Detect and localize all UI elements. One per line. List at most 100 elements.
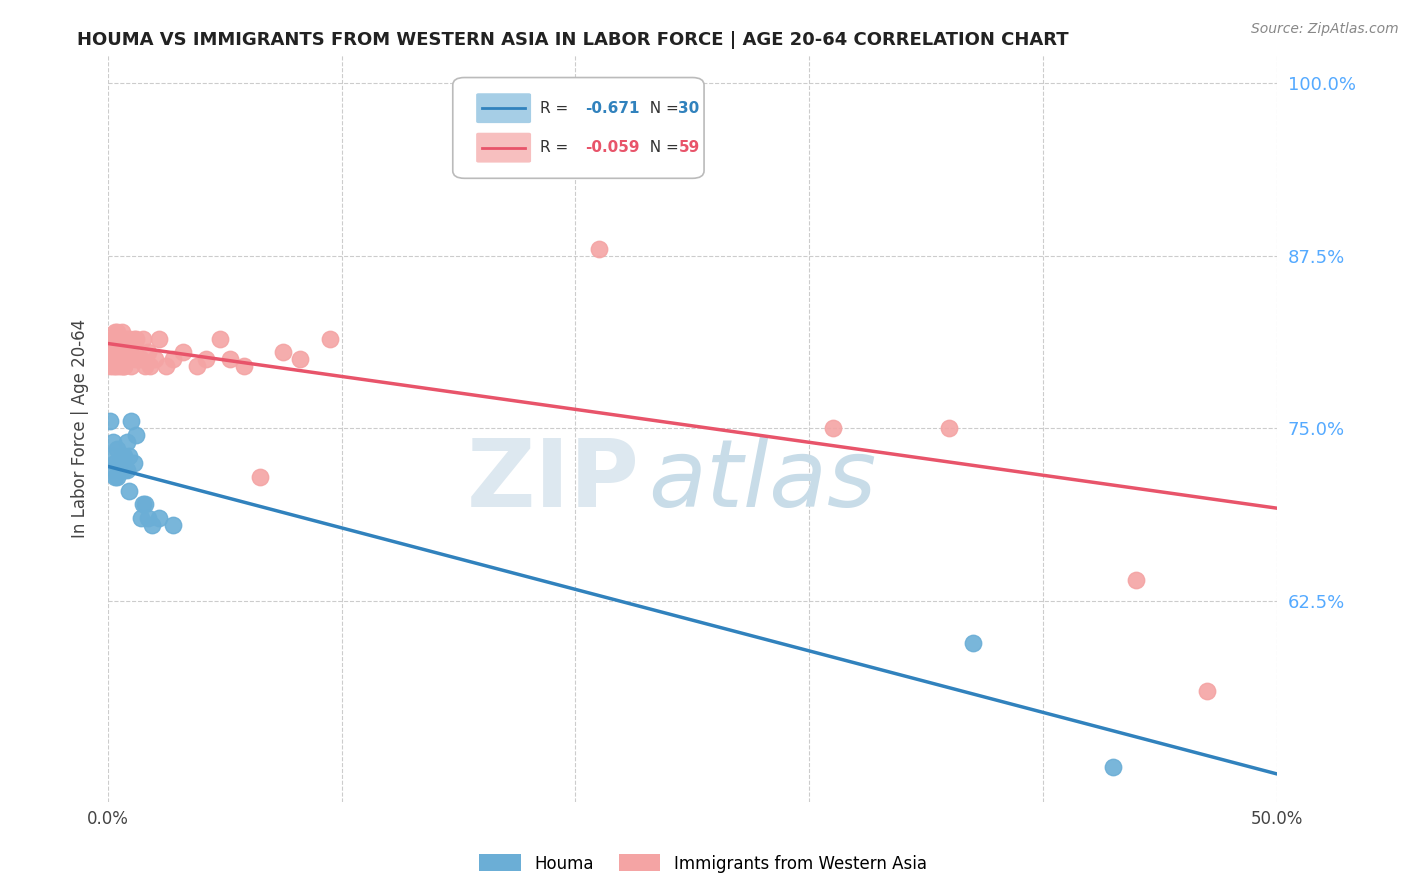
Point xyxy=(195,352,218,367)
Point xyxy=(148,511,170,525)
Text: -0.671: -0.671 xyxy=(585,101,640,116)
Point xyxy=(172,345,194,359)
Text: N =: N = xyxy=(640,101,683,116)
Point xyxy=(101,449,124,463)
Point xyxy=(111,463,134,477)
Point xyxy=(104,469,127,483)
Point xyxy=(129,352,152,367)
Point xyxy=(98,359,121,374)
Text: Source: ZipAtlas.com: Source: ZipAtlas.com xyxy=(1251,22,1399,37)
Point xyxy=(118,345,141,359)
Point xyxy=(209,332,232,346)
Text: atlas: atlas xyxy=(648,435,876,526)
Point xyxy=(139,359,162,374)
Point xyxy=(111,338,134,352)
Point xyxy=(112,359,135,374)
Point xyxy=(319,332,342,346)
Point xyxy=(112,463,135,477)
Point xyxy=(101,338,124,352)
Point xyxy=(108,345,131,359)
Text: 59: 59 xyxy=(678,140,700,155)
Point xyxy=(112,449,135,463)
Point xyxy=(115,345,138,359)
Point xyxy=(105,338,128,352)
Point xyxy=(115,435,138,450)
Point xyxy=(271,345,294,359)
Point xyxy=(120,359,142,374)
Point xyxy=(962,635,984,649)
Point xyxy=(105,469,128,483)
Point xyxy=(143,352,166,367)
Point xyxy=(232,359,254,374)
FancyBboxPatch shape xyxy=(477,133,531,162)
Point xyxy=(112,359,135,374)
Point xyxy=(588,242,610,256)
Point xyxy=(101,332,124,346)
Point xyxy=(101,359,124,374)
Point xyxy=(122,345,145,359)
Point xyxy=(104,359,127,374)
Point xyxy=(105,325,128,339)
Point xyxy=(104,325,127,339)
Point xyxy=(141,518,163,533)
Point xyxy=(108,352,131,367)
Point xyxy=(98,414,121,428)
Point xyxy=(101,435,124,450)
Point xyxy=(122,456,145,470)
Text: R =: R = xyxy=(540,140,578,155)
Point xyxy=(129,511,152,525)
Point xyxy=(132,497,155,511)
Point xyxy=(148,332,170,346)
Point xyxy=(1102,760,1125,774)
Point xyxy=(112,332,135,346)
Text: R =: R = xyxy=(540,101,578,116)
Text: -0.059: -0.059 xyxy=(585,140,640,155)
Point xyxy=(108,332,131,346)
FancyBboxPatch shape xyxy=(453,78,704,178)
Point xyxy=(111,449,134,463)
Point xyxy=(134,497,156,511)
Point xyxy=(118,449,141,463)
Point xyxy=(122,332,145,346)
Point xyxy=(115,332,138,346)
Point xyxy=(118,332,141,346)
FancyBboxPatch shape xyxy=(477,94,531,123)
Point xyxy=(125,428,148,442)
Point xyxy=(249,469,271,483)
Point xyxy=(115,352,138,367)
Point xyxy=(104,463,127,477)
Point xyxy=(136,511,159,525)
Point xyxy=(1195,684,1218,698)
Text: N =: N = xyxy=(640,140,683,155)
Point xyxy=(115,463,138,477)
Text: HOUMA VS IMMIGRANTS FROM WESTERN ASIA IN LABOR FORCE | AGE 20-64 CORRELATION CHA: HOUMA VS IMMIGRANTS FROM WESTERN ASIA IN… xyxy=(77,31,1069,49)
Point xyxy=(104,345,127,359)
Point xyxy=(125,332,148,346)
Point xyxy=(118,483,141,498)
Point xyxy=(288,352,311,367)
Y-axis label: In Labor Force | Age 20-64: In Labor Force | Age 20-64 xyxy=(72,318,89,538)
Point xyxy=(105,442,128,456)
Text: 30: 30 xyxy=(678,101,700,116)
Point xyxy=(98,345,121,359)
Point xyxy=(162,518,184,533)
Point xyxy=(120,414,142,428)
Point xyxy=(218,352,240,367)
Point xyxy=(821,421,844,435)
Point xyxy=(108,463,131,477)
Point xyxy=(162,352,184,367)
Point xyxy=(120,338,142,352)
Text: ZIP: ZIP xyxy=(467,434,640,526)
Point xyxy=(111,359,134,374)
Point xyxy=(681,89,703,103)
Legend: Houma, Immigrants from Western Asia: Houma, Immigrants from Western Asia xyxy=(472,847,934,880)
Point xyxy=(136,345,159,359)
Point xyxy=(125,352,148,367)
Point xyxy=(104,332,127,346)
Point xyxy=(104,456,127,470)
Point xyxy=(132,332,155,346)
Point xyxy=(155,359,177,374)
Point xyxy=(105,359,128,374)
Point xyxy=(938,421,960,435)
Point xyxy=(108,359,131,374)
